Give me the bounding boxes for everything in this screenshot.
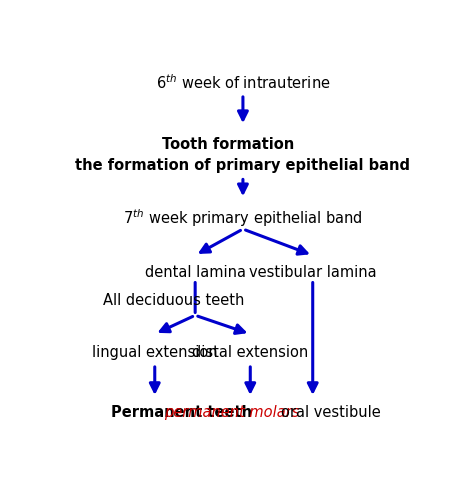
Text: Tooth formation: Tooth formation xyxy=(162,137,294,152)
Text: Permanent teeth: Permanent teeth xyxy=(110,405,252,420)
Text: All deciduous teeth: All deciduous teeth xyxy=(103,293,245,308)
Text: the formation of primary epithelial band: the formation of primary epithelial band xyxy=(75,158,410,173)
Text: dental lamina: dental lamina xyxy=(145,264,246,280)
Text: vestibular lamina: vestibular lamina xyxy=(249,264,376,280)
Text: 6$^{th}$ week of intrauterine: 6$^{th}$ week of intrauterine xyxy=(155,74,330,92)
Text: oral vestibule: oral vestibule xyxy=(281,405,381,420)
Text: permanent molars: permanent molars xyxy=(164,405,300,420)
Text: 7$^{th}$ week primary epithelial band: 7$^{th}$ week primary epithelial band xyxy=(123,207,363,229)
Text: lingual extension: lingual extension xyxy=(92,345,218,360)
Text: distal extension: distal extension xyxy=(192,345,309,360)
